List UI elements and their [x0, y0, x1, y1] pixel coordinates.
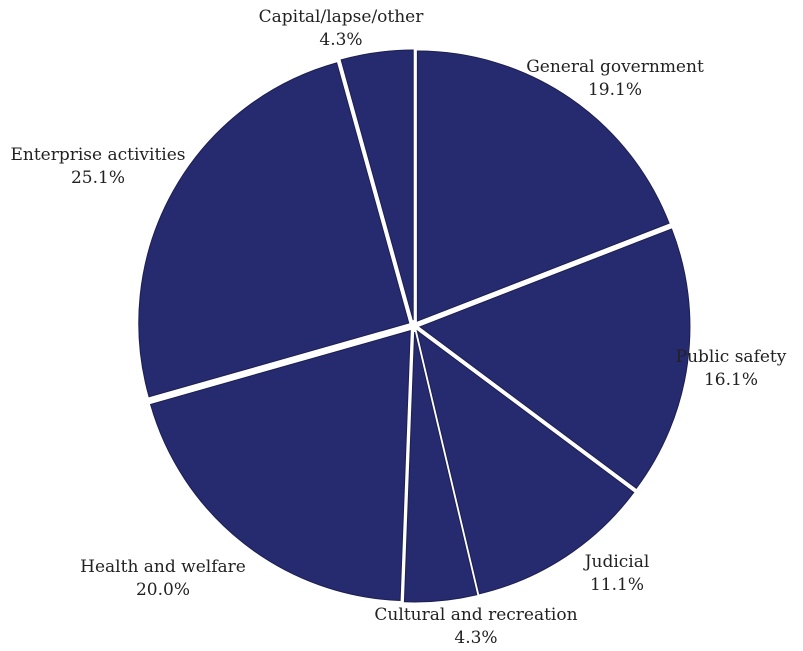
slice-label-enterprise-activities: Enterprise activities [10, 145, 185, 165]
pie-slice-capital-lapse-other [340, 49, 414, 321]
slice-label-capital-lapse-other: Capital/lapse/other [259, 7, 425, 27]
slice-label-public-safety: Public safety [676, 347, 787, 367]
slice-value-health-and-welfare: 20.0% [136, 580, 190, 600]
pie-slices [138, 49, 691, 603]
slice-value-enterprise-activities: 25.1% [71, 168, 125, 188]
pie-labels: General government 19.1% Public safety 16.1… [10, 7, 786, 648]
slice-label-health-and-welfare: Health and welfare [80, 557, 246, 577]
slice-value-capital-lapse-other: 4.3% [319, 30, 362, 50]
slice-value-public-safety: 16.1% [704, 370, 758, 390]
slice-value-judicial: 11.1% [590, 575, 644, 595]
slice-value-cultural-and-recreation: 4.3% [454, 628, 497, 648]
pie-slice-cultural-and-recreation [403, 331, 478, 603]
pie-slice-judicial [416, 329, 635, 595]
slice-label-judicial: Judicial [583, 552, 650, 572]
pie-slice-enterprise-activities [138, 62, 410, 398]
pie-slice-health-and-welfare [149, 330, 411, 602]
pie-slice-public-safety [418, 228, 691, 489]
pie-slice-general-government [416, 50, 670, 322]
slice-label-cultural-and-recreation: Cultural and recreation [374, 605, 577, 625]
slice-value-general-government: 19.1% [588, 80, 642, 100]
slice-label-general-government: General government [526, 57, 704, 77]
